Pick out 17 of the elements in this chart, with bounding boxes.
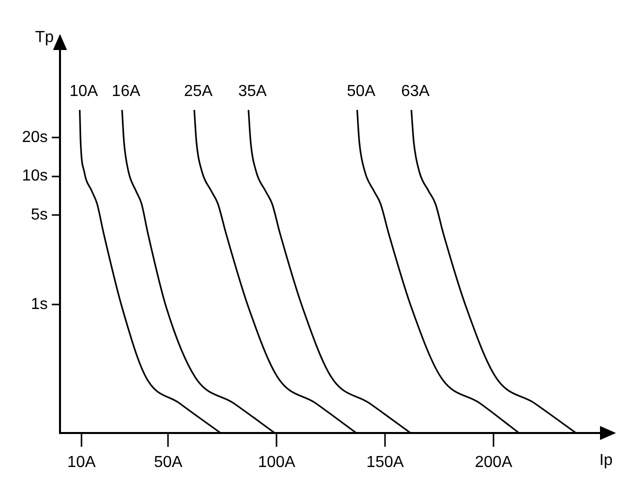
x-tick-label: 100A (258, 454, 296, 471)
series-label: 16A (112, 82, 141, 100)
y-tick-label: 10s (22, 168, 48, 185)
series-label: 35A (238, 82, 268, 100)
series-label: 50A (346, 82, 376, 100)
series-label: 10A (70, 82, 98, 100)
y-tick-label: 20s (22, 129, 48, 146)
y-tick-label: 5s (30, 206, 48, 224)
x-tick-label: 10A (67, 454, 96, 471)
y-tick-label: 1s (30, 296, 48, 313)
series-label: 25A (184, 82, 213, 100)
x-tick-label: 200A (474, 454, 513, 471)
series-label: 63A (401, 82, 430, 100)
x-axis-title: Ip (599, 452, 613, 469)
y-axis-title: Tp (35, 29, 54, 46)
x-tick-label: 50A (154, 454, 183, 471)
x-tick-label: 150A (366, 454, 404, 471)
